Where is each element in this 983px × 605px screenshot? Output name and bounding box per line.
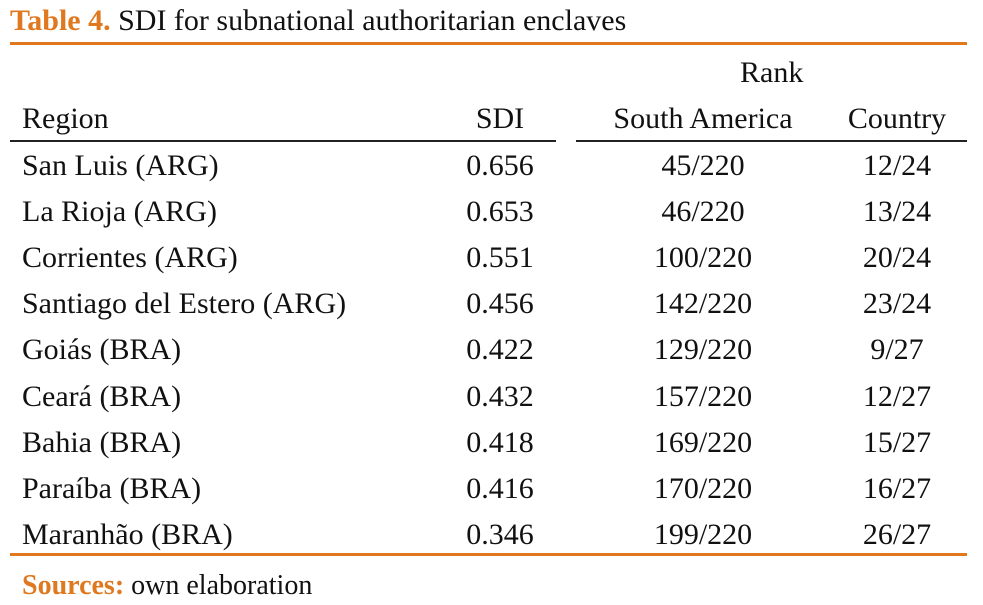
table-cell: 129/220: [653, 333, 753, 367]
table-cell: Ceará (BRA): [22, 379, 182, 413]
table-cell: 0.656: [466, 149, 534, 182]
table-cell: 20/24: [862, 241, 932, 275]
table-cell: Corrientes (ARG): [22, 241, 238, 275]
table-cell: Santiago del Estero (ARG): [22, 287, 347, 321]
table-cell: 0.653: [466, 195, 534, 229]
table-cell: 16/27: [862, 471, 932, 505]
column-header: South America: [613, 102, 793, 135]
bottom-rule: [10, 553, 967, 556]
table-cell: 46/220: [661, 195, 745, 229]
table-cell: 199/220: [653, 517, 753, 551]
table-cell: 23/24: [862, 287, 932, 321]
table-cell: 0.551: [466, 241, 534, 275]
sources-text: own elaboration: [131, 570, 313, 601]
header-rule: [576, 140, 967, 142]
table-cell: 13/24: [862, 195, 932, 229]
caption-text: SDI for subnational authoritarian enclav…: [118, 4, 627, 37]
table-cell: 157/220: [653, 379, 753, 413]
caption: Table 4. SDI for subnational authoritari…: [10, 6, 626, 36]
table-cell: 12/24: [862, 149, 932, 182]
table-cell: 100/220: [653, 241, 753, 275]
table-cell: 0.432: [466, 379, 534, 413]
header-rule: [10, 140, 556, 142]
table-cell: 0.418: [466, 425, 534, 459]
sources-label: Sources:: [22, 570, 125, 601]
table-cell: Bahia (BRA): [22, 425, 182, 459]
table-cell: 0.456: [466, 287, 534, 321]
table-cell: 15/27: [862, 425, 932, 459]
table-cell: 0.346: [466, 517, 534, 551]
table-cell: Paraíba (BRA): [22, 471, 202, 505]
table-cell: Maranhão (BRA): [22, 517, 233, 551]
table-cell: 0.416: [466, 471, 534, 505]
column-header: Region: [22, 102, 109, 135]
table-cell: 9/27: [870, 333, 924, 367]
table-cell: San Luis (ARG): [22, 149, 219, 182]
table-cell: 12/27: [862, 379, 932, 413]
table-cell: 0.422: [466, 333, 534, 367]
table-cell: 26/27: [862, 517, 932, 551]
group-header: Rank: [740, 56, 804, 89]
column-header: Country: [847, 102, 947, 135]
table-cell: 45/220: [661, 149, 745, 182]
table-cell: 142/220: [653, 287, 753, 321]
table-cell: La Rioja (ARG): [22, 195, 217, 229]
table-cell: Goiás (BRA): [22, 333, 182, 367]
caption-label: Table 4.: [10, 4, 111, 37]
table-cell: 170/220: [653, 471, 753, 505]
top-rule: [10, 42, 967, 45]
table-cell: 169/220: [653, 425, 753, 459]
column-header: SDI: [475, 102, 525, 135]
sources: Sources: own elaboration: [22, 572, 312, 600]
